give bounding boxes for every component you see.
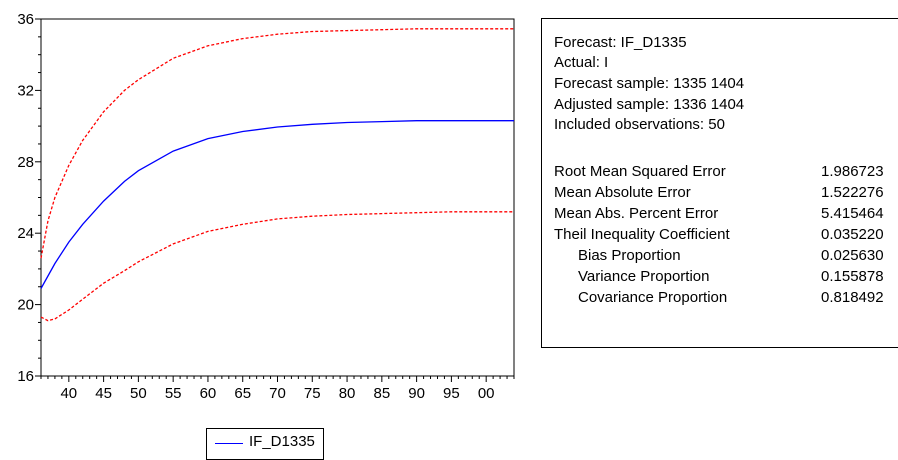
stat-value-bias: 0.025630 bbox=[821, 247, 884, 264]
stat-value-covariance: 0.818492 bbox=[821, 289, 884, 306]
x-tick-label: 40 bbox=[60, 385, 77, 402]
forecast-statistics-panel: Forecast: IF_D1335 Actual: I Forecast sa… bbox=[541, 18, 898, 348]
lower-band-line bbox=[40, 211, 514, 322]
x-tick-label: 70 bbox=[269, 385, 286, 402]
stat-value-theil: 0.035220 bbox=[821, 226, 884, 243]
stat-label-covariance: Covariance Proportion bbox=[578, 289, 728, 306]
stats-header-line: Forecast sample: 1335 1404 bbox=[554, 75, 745, 92]
plot-frame bbox=[40, 18, 515, 377]
x-tick-label: 50 bbox=[130, 385, 147, 402]
stat-label-bias: Bias Proportion bbox=[578, 247, 681, 264]
forecast-series-line bbox=[40, 120, 514, 289]
stat-label-theil: Theil Inequality Coefficient bbox=[554, 226, 730, 243]
y-tick-label: 36 bbox=[17, 11, 34, 28]
stat-value-rmse: 1.986723 bbox=[821, 163, 884, 180]
x-tick-label: 00 bbox=[478, 385, 495, 402]
stats-header-line: Actual: I bbox=[554, 54, 609, 71]
stat-label-mape: Mean Abs. Percent Error bbox=[554, 205, 719, 222]
legend-swatch-line bbox=[215, 443, 243, 444]
x-tick-label: 65 bbox=[234, 385, 251, 402]
stats-header-line: Included observations: 50 bbox=[554, 116, 725, 133]
y-tick-label: 28 bbox=[17, 154, 34, 171]
x-tick-label: 55 bbox=[165, 385, 182, 402]
y-axis: 16 20 24 28 32 36 bbox=[17, 11, 41, 385]
x-tick-label: 90 bbox=[408, 385, 425, 402]
x-axis: 40 45 50 55 60 65 70 75 80 85 90 95 00 bbox=[40, 376, 515, 402]
x-tick-label: 60 bbox=[200, 385, 217, 402]
chart-legend: IF_D1335 bbox=[206, 428, 324, 460]
x-tick-label: 45 bbox=[95, 385, 112, 402]
stat-value-mape: 5.415464 bbox=[821, 205, 884, 222]
legend-label: IF_D1335 bbox=[249, 433, 315, 450]
upper-band-line bbox=[40, 28, 514, 259]
x-tick-label: 80 bbox=[339, 385, 356, 402]
x-tick-label: 85 bbox=[373, 385, 390, 402]
stats-header-line: Adjusted sample: 1336 1404 bbox=[554, 96, 745, 113]
x-tick-label: 95 bbox=[443, 385, 460, 402]
y-tick-label: 24 bbox=[17, 225, 34, 242]
stat-value-mae: 1.522276 bbox=[821, 184, 884, 201]
x-tick-label: 75 bbox=[304, 385, 321, 402]
y-tick-label: 32 bbox=[17, 82, 34, 99]
stats-header-line: Forecast: IF_D1335 bbox=[554, 34, 687, 51]
stat-value-variance: 0.155878 bbox=[821, 268, 884, 285]
y-tick-label: 20 bbox=[17, 297, 34, 314]
stat-label-variance: Variance Proportion bbox=[578, 268, 710, 285]
series-layer bbox=[40, 28, 514, 322]
stat-label-rmse: Root Mean Squared Error bbox=[554, 163, 726, 180]
stat-label-mae: Mean Absolute Error bbox=[554, 184, 691, 201]
forecast-chart: 16 20 24 28 32 36 40 45 50 55 60 65 70 75 80 85 90 95 00 bbox=[17, 11, 515, 402]
y-tick-label: 16 bbox=[17, 368, 34, 385]
